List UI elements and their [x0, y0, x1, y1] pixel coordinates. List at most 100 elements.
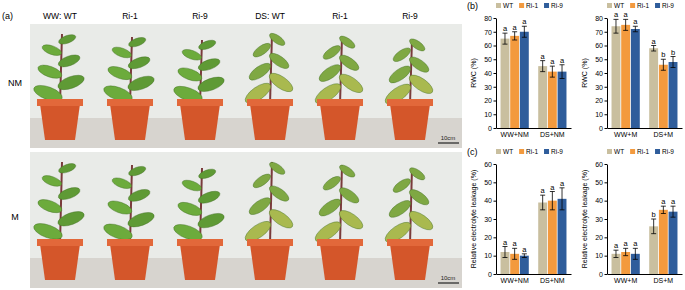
tick-mark: [605, 18, 608, 19]
row-label: NM: [8, 78, 22, 88]
plant: [172, 167, 226, 280]
error-bar-cap: [540, 71, 545, 72]
bar: [538, 203, 547, 275]
significance-letter: a: [513, 23, 518, 32]
tick-label: 50: [484, 56, 492, 63]
plant: [312, 163, 366, 280]
plant: [32, 33, 86, 140]
error-bar-stem: [562, 188, 563, 210]
tick-label: DS+NM: [540, 131, 565, 138]
error-bar-stem: [663, 206, 664, 213]
photo-background: [30, 24, 462, 148]
error-bar: [661, 59, 666, 70]
bar: [558, 72, 567, 128]
axis-line: [607, 19, 608, 129]
significance-letter: a: [541, 186, 546, 195]
bar: [501, 39, 510, 128]
error-bar: [560, 188, 565, 210]
error-bar-stem: [673, 206, 674, 217]
tick-label: 40: [484, 197, 492, 204]
tick-label: 80: [484, 15, 492, 22]
legend-label: Ri-1: [637, 148, 649, 155]
leaf: [247, 60, 274, 83]
tick-mark: [494, 32, 497, 33]
chart: aaaaaa0102030405060WW+NMDS+NMRelative el…: [470, 148, 572, 284]
error-bar: [633, 248, 638, 259]
error-bar: [502, 247, 507, 258]
stem: [270, 162, 272, 244]
leaf: [408, 166, 427, 183]
significance-letter: a: [560, 56, 565, 65]
error-bar: [661, 206, 666, 213]
legend-swatch: [544, 149, 549, 154]
tick-label: 40: [595, 197, 603, 204]
tick: DS+NM: [540, 131, 565, 138]
significance-letter: a: [624, 239, 629, 248]
error-bar-cap: [613, 33, 618, 34]
scale-bar: [438, 282, 459, 283]
pot-rim: [247, 99, 293, 106]
plant: [172, 38, 226, 140]
tick-label: 70: [595, 28, 603, 35]
leaf: [267, 50, 291, 71]
column-label: Ri-1: [332, 11, 348, 21]
tick-mark: [494, 164, 497, 165]
leaf: [406, 208, 435, 233]
leaf: [338, 34, 357, 51]
tick: 60: [484, 42, 496, 49]
tick-label: 10: [484, 252, 492, 259]
tick-mark: [494, 101, 497, 102]
tick-label: WW+M: [614, 277, 637, 284]
bar: [649, 48, 658, 128]
error-bar: [550, 66, 555, 77]
pot: [320, 104, 360, 140]
leaf: [197, 38, 217, 51]
tick: 50: [484, 179, 496, 186]
tick-mark: [605, 87, 608, 88]
error-bar-stem: [653, 46, 654, 52]
significance-letter: a: [614, 10, 619, 19]
legend-label: WT: [503, 2, 513, 9]
plant: [312, 34, 366, 140]
error-bar-cap: [522, 257, 527, 258]
y-axis: 01020304050607080: [484, 15, 496, 132]
error-bar-cap: [512, 40, 517, 41]
pot: [390, 104, 430, 140]
axis-line: [607, 165, 608, 275]
significance-letter: a: [633, 239, 638, 248]
legend-label: Ri-9: [662, 2, 674, 9]
tick-label: WW+NM: [501, 131, 529, 138]
tick-mark: [494, 182, 497, 183]
scale-bar-label: 10cm: [441, 135, 456, 141]
error-bar: [613, 250, 618, 257]
leaf: [407, 187, 431, 208]
plot-marks: [612, 206, 678, 274]
tick-label: 0: [599, 125, 603, 132]
plant: [32, 162, 86, 280]
leaf: [317, 62, 344, 85]
leaf: [251, 41, 273, 60]
x-axis: WW+NMDS+NM: [497, 275, 572, 284]
legend-swatch: [655, 3, 660, 8]
bar: [520, 256, 529, 274]
legend-swatch: [607, 149, 612, 154]
error-bar: [540, 61, 545, 72]
tick: 0: [488, 271, 496, 278]
figure: (a)WW: WTRi-1Ri-9DS: WTRi-1Ri-9NM10cmM10…: [0, 0, 685, 290]
error-bar-cap: [502, 44, 507, 45]
x-axis: WW+NM DS+NM: [497, 129, 572, 138]
tick: DS+M: [654, 131, 674, 138]
error-bar-stem: [653, 219, 654, 234]
axis-line: [496, 165, 497, 275]
legend-label: Ri-9: [662, 148, 674, 155]
error-bar-stem: [635, 248, 636, 259]
pot-rim: [177, 99, 223, 106]
tick-mark: [605, 274, 608, 275]
error-bar-cap: [671, 217, 676, 218]
tick-label: 0: [488, 125, 492, 132]
error-bar: [502, 33, 507, 44]
tick-mark: [494, 114, 497, 115]
tick-label: 50: [595, 56, 603, 63]
error-bar-cap: [512, 259, 517, 260]
tick: 10: [595, 111, 607, 118]
